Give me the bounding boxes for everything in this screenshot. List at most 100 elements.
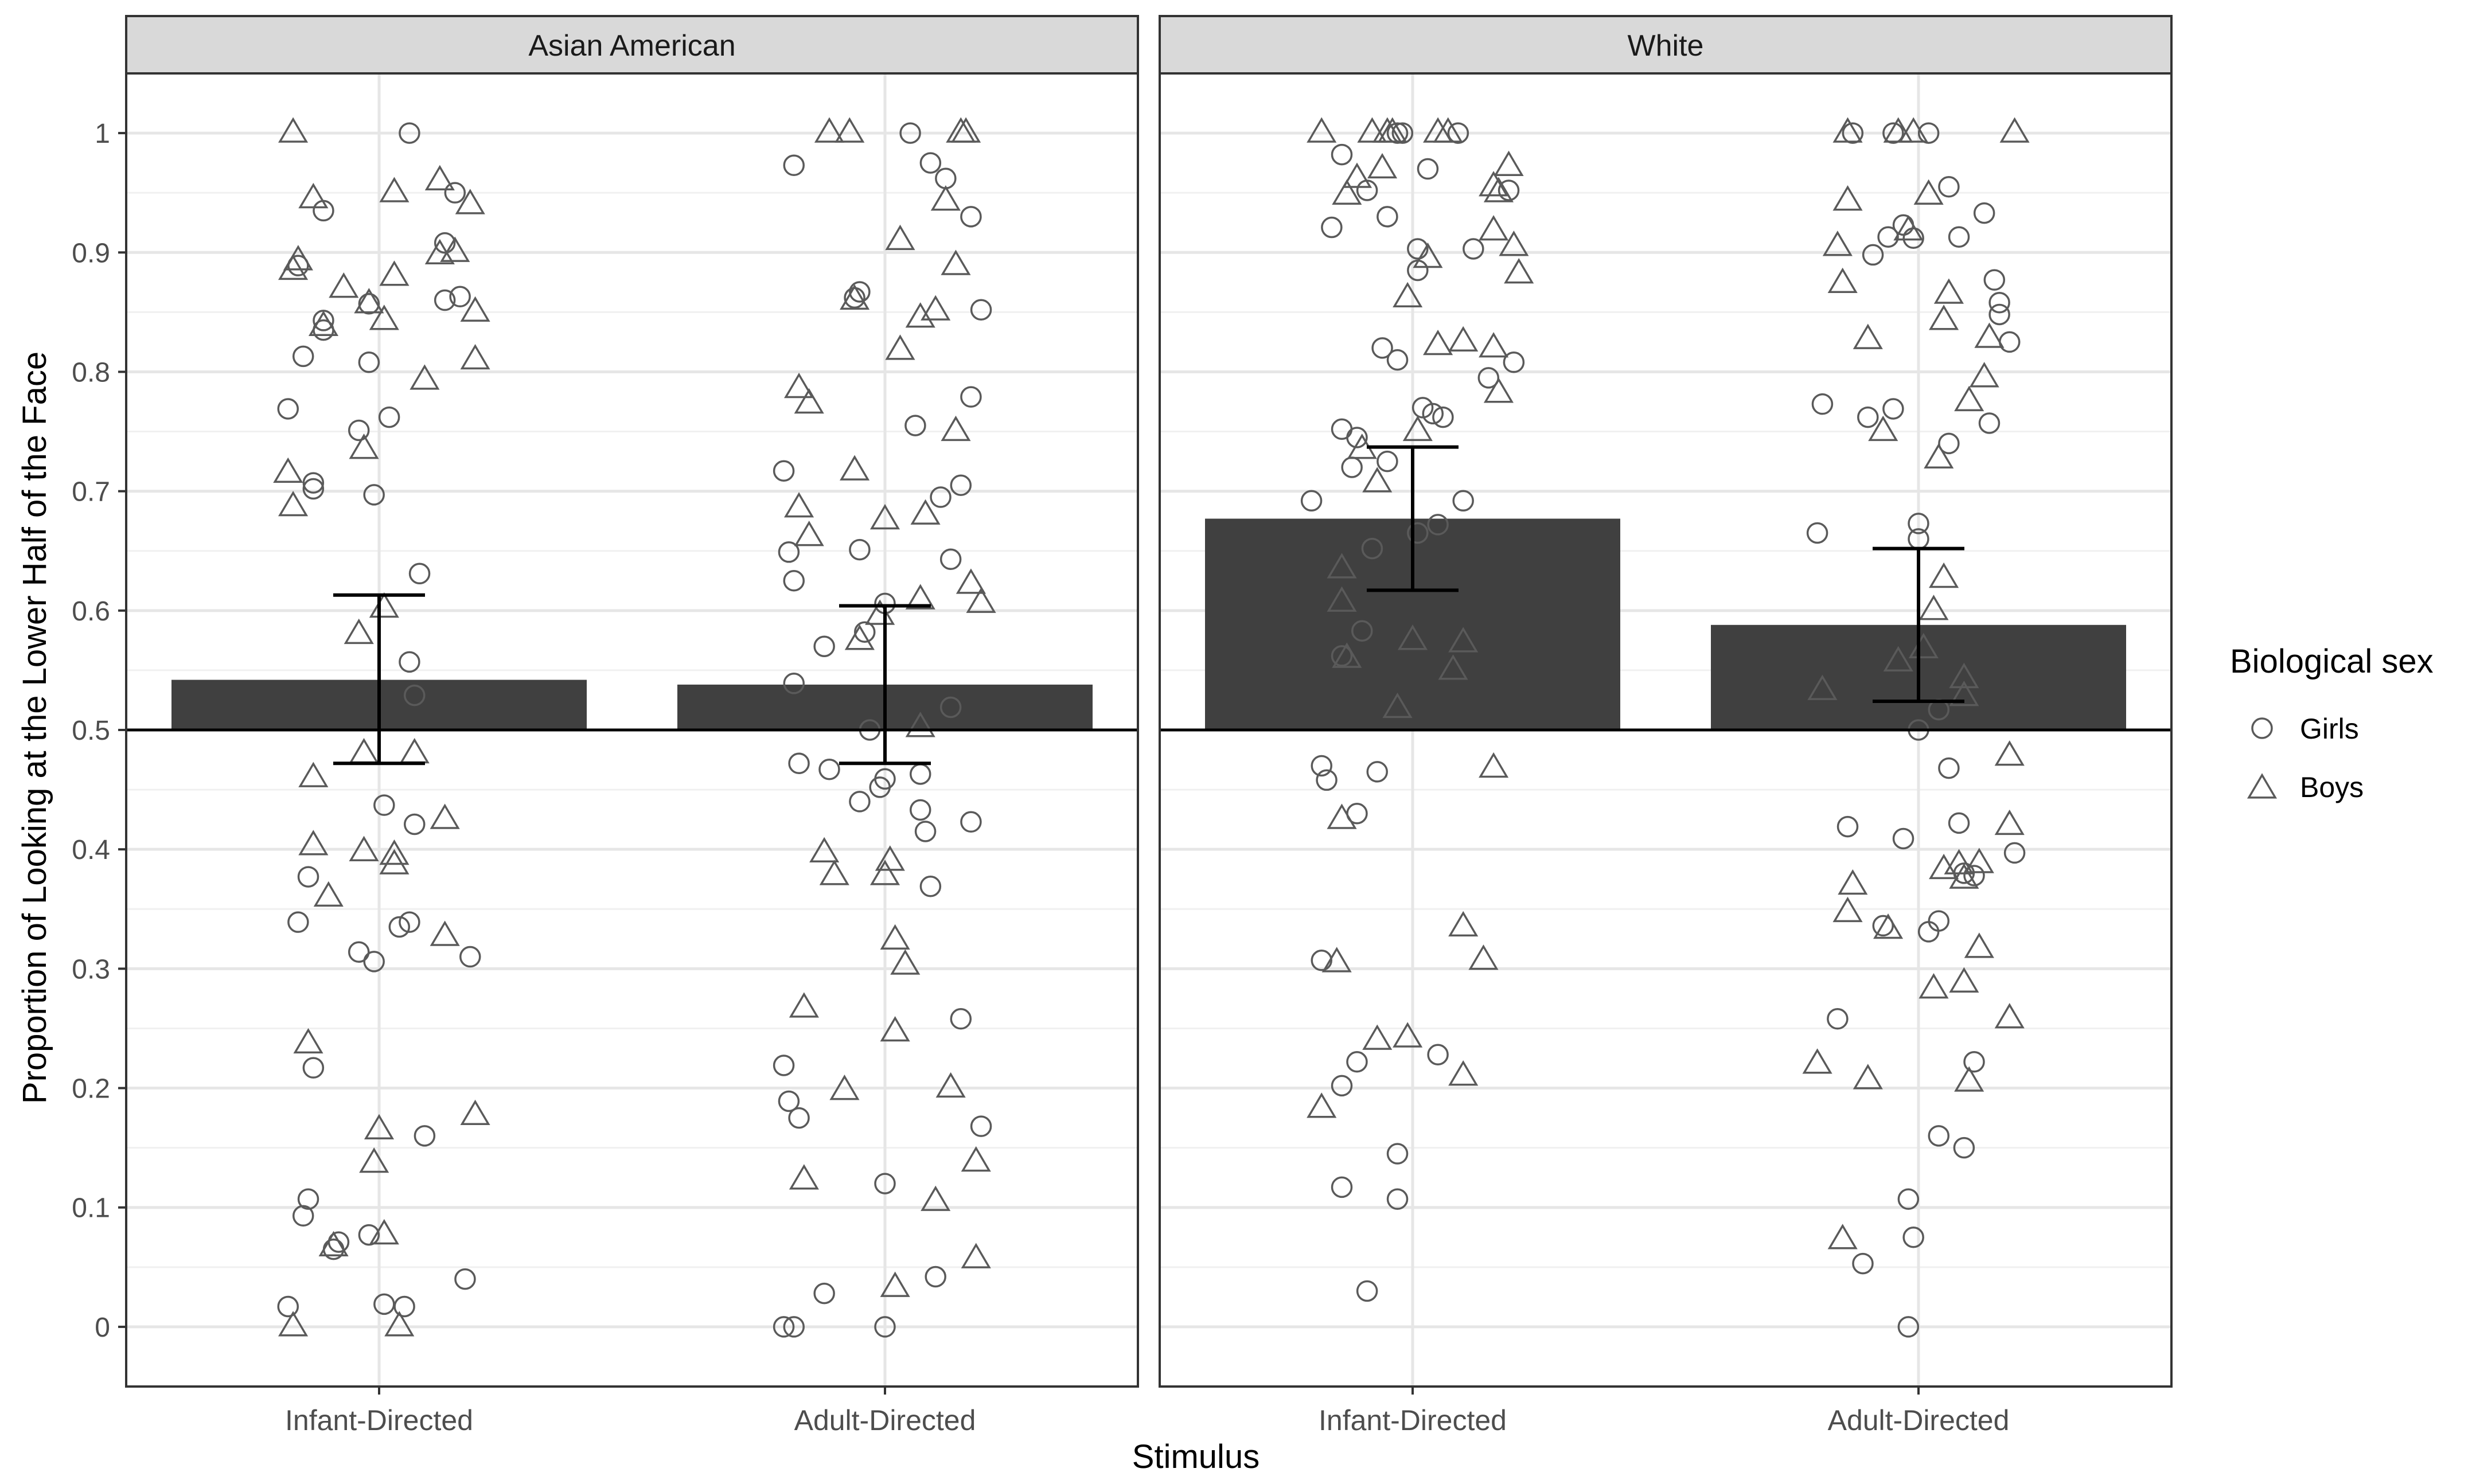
boy-point bbox=[1994, 809, 2025, 835]
boy-point bbox=[1994, 740, 2025, 766]
y-tick-label: 0.6 bbox=[72, 596, 110, 627]
x-axis-label: Stimulus bbox=[1132, 1438, 1260, 1475]
girl-point bbox=[1498, 179, 1520, 201]
girl-point bbox=[899, 122, 921, 144]
girl-point bbox=[783, 154, 805, 177]
girl-point bbox=[1978, 412, 2001, 434]
boy-point bbox=[1964, 848, 1994, 873]
boy-point bbox=[794, 521, 824, 546]
legend-title: Biological sex bbox=[2230, 643, 2434, 680]
boy-point bbox=[966, 587, 996, 613]
y-tick-label: 0.2 bbox=[72, 1074, 110, 1104]
girl-point bbox=[399, 122, 420, 144]
legend: Biological sex Girls Boys bbox=[2230, 643, 2434, 803]
girl-point bbox=[970, 1115, 992, 1137]
boy-point bbox=[1494, 150, 1524, 176]
girl-point bbox=[1321, 216, 1343, 239]
girl-point bbox=[1300, 490, 1323, 512]
boy-point bbox=[1827, 267, 1858, 294]
girl-point bbox=[1948, 226, 1970, 248]
boy-point bbox=[951, 117, 981, 143]
boy-point bbox=[1807, 674, 1838, 700]
y-tick-label: 0.7 bbox=[72, 477, 110, 507]
girl-point bbox=[925, 1266, 946, 1288]
boy-point bbox=[1954, 1066, 1984, 1092]
boy-point bbox=[1423, 329, 1453, 356]
boy-point bbox=[1929, 562, 1959, 588]
girl-point bbox=[358, 352, 380, 373]
girl-point bbox=[1928, 1125, 1950, 1147]
girl-point bbox=[783, 1316, 805, 1338]
girl-point bbox=[449, 286, 471, 308]
boy-point bbox=[784, 372, 814, 399]
girl-point bbox=[1902, 227, 1924, 249]
girl-point bbox=[302, 1057, 325, 1079]
boy-point bbox=[369, 304, 399, 330]
girl-point bbox=[1897, 1188, 1920, 1210]
girl-point bbox=[930, 486, 952, 508]
boy-point bbox=[935, 1072, 966, 1098]
boy-point bbox=[278, 117, 309, 143]
boy-point bbox=[1321, 947, 1352, 973]
girl-point bbox=[783, 570, 805, 592]
boy-point bbox=[1949, 967, 1979, 993]
legend-label-boys: Boys bbox=[2300, 771, 2364, 803]
girl-point bbox=[1311, 950, 1332, 971]
girl-point bbox=[788, 752, 810, 775]
girl-point bbox=[1827, 1008, 1849, 1030]
girl-point bbox=[302, 478, 325, 500]
girl-point bbox=[1938, 757, 1960, 779]
facet-strip-label: Asian American bbox=[528, 29, 735, 63]
girl-point bbox=[1331, 645, 1353, 667]
girl-point bbox=[1417, 158, 1439, 180]
boy-point bbox=[961, 1243, 991, 1268]
girl-point bbox=[783, 673, 805, 694]
girl-point bbox=[950, 1008, 972, 1030]
boy-point bbox=[1382, 692, 1413, 718]
girl-point bbox=[358, 1224, 380, 1246]
boy-point bbox=[1479, 332, 1509, 358]
boy-point bbox=[1468, 944, 1499, 970]
girl-point bbox=[1371, 337, 1393, 359]
boy-point bbox=[1838, 869, 1868, 895]
boy-point bbox=[460, 1099, 490, 1126]
girl-point bbox=[2003, 842, 2026, 864]
boy-point bbox=[349, 835, 379, 861]
boy-point bbox=[1433, 117, 1463, 143]
girl-point bbox=[849, 538, 871, 561]
x-tick-label: Adult-Directed bbox=[794, 1404, 976, 1436]
girl-point bbox=[1377, 450, 1398, 472]
error-bar bbox=[1873, 546, 1964, 704]
girl-point bbox=[1882, 398, 1904, 420]
girl-point bbox=[363, 484, 385, 506]
girl-point bbox=[1963, 1050, 1985, 1073]
boy-point bbox=[1504, 258, 1534, 284]
boy-point bbox=[1994, 1003, 2025, 1029]
girl-point bbox=[1351, 620, 1373, 642]
boy-point bbox=[1362, 1024, 1393, 1050]
boy-point bbox=[278, 491, 309, 517]
boy-point bbox=[905, 584, 935, 610]
girl-point bbox=[1356, 1280, 1378, 1302]
girl-point bbox=[869, 776, 891, 798]
girl-point bbox=[904, 415, 926, 436]
boy-point bbox=[349, 434, 379, 459]
girl-point bbox=[1917, 921, 1940, 943]
girl-point bbox=[403, 684, 426, 706]
boy-point bbox=[1479, 752, 1509, 778]
girl-point bbox=[358, 293, 380, 315]
girl-point bbox=[1432, 406, 1454, 428]
facet-strip-label: White bbox=[1628, 29, 1704, 63]
girl-point bbox=[788, 1107, 810, 1129]
girl-point bbox=[1811, 393, 1834, 415]
boy-point bbox=[1933, 278, 1964, 304]
girl-point bbox=[408, 563, 431, 585]
girl-point bbox=[1988, 303, 2010, 326]
boy-point bbox=[273, 457, 303, 483]
girl-point bbox=[939, 548, 962, 571]
girl-point bbox=[1917, 122, 1940, 144]
girl-point bbox=[399, 651, 420, 673]
boy-point bbox=[1413, 242, 1443, 268]
girl-point bbox=[1842, 122, 1864, 144]
y-tick-label: 1 bbox=[95, 119, 110, 149]
